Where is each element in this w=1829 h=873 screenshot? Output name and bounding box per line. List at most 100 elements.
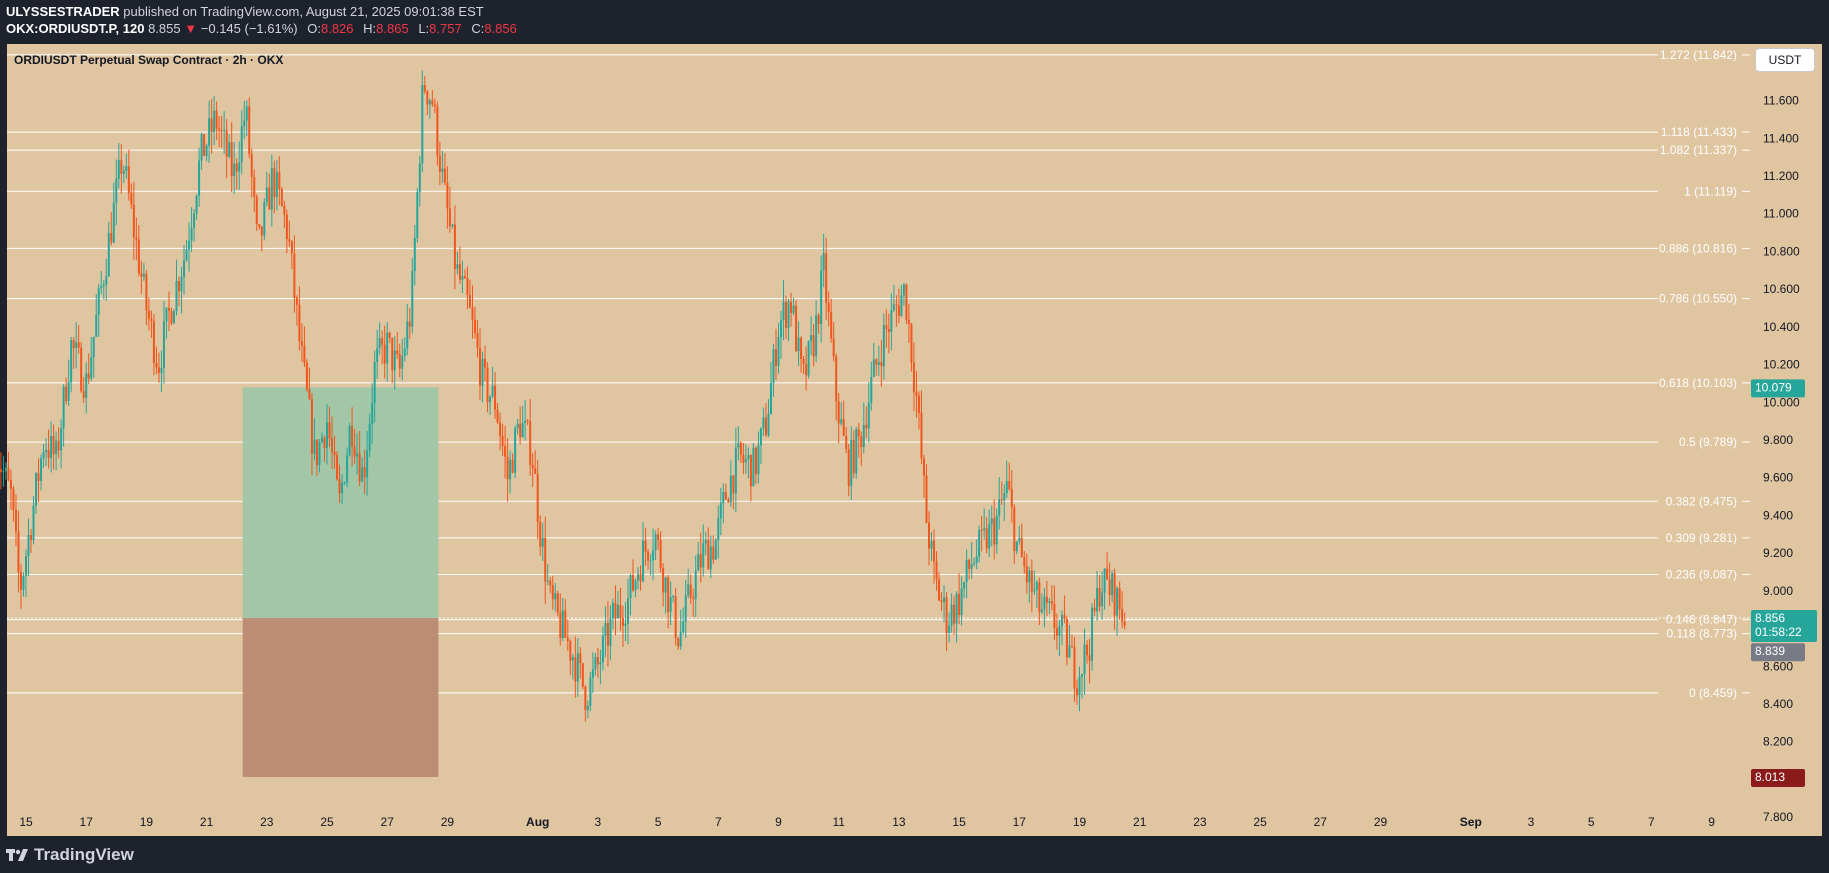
candle-up-body (586, 705, 589, 711)
symbol-label[interactable]: OKX:ORDIUSDT.P, 120 (6, 21, 145, 36)
candle-down-body (847, 449, 850, 486)
price-tick-label: 10.800 (1763, 244, 1800, 258)
candle-down-body (501, 435, 504, 447)
candle-down-body (569, 640, 572, 661)
candle-up-body (165, 307, 168, 322)
candle-down-body (1045, 596, 1048, 603)
candle-up-body (637, 574, 640, 581)
candle-up-body (456, 264, 459, 269)
candle-up-body (810, 335, 813, 342)
candle-down-body (938, 579, 941, 601)
candle-down-body (157, 367, 160, 374)
price-tick-label: 11.600 (1763, 94, 1799, 108)
candle-up-body (599, 662, 602, 665)
candle-down-body (539, 521, 542, 547)
time-axis[interactable]: 15 17 19 21 23 25 27 29 Aug 3 5 7 9 11 13 15 17 19 21 23 25 2… (19, 815, 1715, 829)
candle-down-body (293, 253, 296, 298)
candle-up-body (361, 467, 364, 482)
time-tick-label: 17 (80, 815, 94, 829)
candle-down-body (1106, 568, 1109, 580)
candle-up-body (990, 518, 993, 525)
candle-up-body (611, 602, 614, 619)
tradingview-logo[interactable]: TradingView (6, 845, 134, 865)
time-tick-label: 7 (715, 815, 722, 829)
time-tick-label: 27 (1314, 815, 1328, 829)
target-zone (242, 387, 439, 619)
candle-down-body (832, 338, 835, 357)
candle-up-body (112, 202, 115, 243)
publish-text: published on TradingView.com, August 21,… (123, 4, 484, 19)
candle-up-body (1078, 676, 1081, 696)
candle-up-body (461, 276, 464, 280)
current-price-badge-text: 01:58:22 (1755, 625, 1802, 639)
candle-up-body (40, 458, 43, 482)
candle-up-body (973, 562, 976, 565)
candle-down-body (579, 653, 582, 664)
candle-down-body (1050, 601, 1053, 604)
candle-down-body (1123, 621, 1126, 626)
candle-down-body (905, 284, 908, 320)
time-tick-label: 21 (1133, 815, 1147, 829)
candle-up-body (988, 524, 991, 549)
time-tick-label: 15 (952, 815, 966, 829)
candle-down-body (596, 657, 599, 665)
candle-down-body (65, 386, 68, 401)
time-tick-label: 5 (1588, 815, 1595, 829)
candle-down-body (606, 623, 609, 646)
candle-up-body (356, 453, 359, 457)
time-tick-label: 19 (1073, 815, 1087, 829)
candle-down-body (739, 442, 742, 455)
candle-down-body (732, 475, 735, 494)
candle-down-body (145, 273, 148, 311)
candle-down-body (805, 363, 808, 376)
candle-up-body (975, 556, 978, 563)
candle-up-body (421, 85, 424, 164)
candle-down-body (336, 455, 339, 480)
fibonacci-retracement[interactable]: 1.272 (11.842) 1.118 (11.433) 1.082 (11.33… (7, 48, 1750, 700)
candle-down-body (310, 398, 313, 454)
candle-up-body (183, 260, 186, 278)
currency-button[interactable]: USDT (1755, 48, 1815, 72)
price-axis-background[interactable] (1750, 44, 1822, 836)
candle-down-body (1038, 582, 1041, 613)
candle-down-body (351, 425, 354, 447)
candle-down-body (9, 480, 12, 489)
candle-down-body (77, 342, 80, 348)
time-tick-label: 9 (775, 815, 782, 829)
candle-up-body (601, 635, 604, 663)
candle-down-body (945, 597, 948, 634)
time-tick-label: 19 (140, 815, 154, 829)
candle-down-body (398, 354, 401, 369)
candle-up-body (950, 604, 953, 626)
candle-up-body (797, 337, 800, 352)
price-tick-label: 9.400 (1763, 508, 1793, 522)
brand-name: TradingView (34, 845, 134, 864)
candle-down-body (383, 344, 386, 364)
fib-level-label: 1.082 (11.337) (1660, 143, 1737, 157)
candle-down-body (431, 100, 434, 105)
candle-up-body (198, 160, 201, 196)
candle-down-body (842, 419, 845, 437)
candle-down-body (328, 422, 331, 439)
candle-up-body (125, 166, 128, 171)
candle-down-body (453, 224, 456, 269)
long-position-tool[interactable] (242, 387, 439, 777)
candle-down-body (260, 226, 263, 236)
candle-up-body (366, 450, 369, 478)
candle-up-body (491, 385, 494, 397)
candle-up-body (717, 518, 720, 541)
author-name[interactable]: ULYSSESTRADER (6, 4, 120, 19)
candle-down-body (268, 187, 271, 210)
candle-up-body (162, 321, 165, 369)
candle-up-body (780, 320, 783, 338)
candle-down-body (566, 637, 569, 641)
candle-down-body (795, 305, 798, 352)
low-value: 8.757 (429, 21, 462, 36)
candle-up-body (867, 402, 870, 429)
candle-down-body (674, 596, 677, 639)
candle-down-body (985, 528, 988, 549)
candle-down-body (127, 166, 130, 193)
candle-down-body (639, 574, 642, 582)
candle-up-body (1111, 573, 1114, 596)
